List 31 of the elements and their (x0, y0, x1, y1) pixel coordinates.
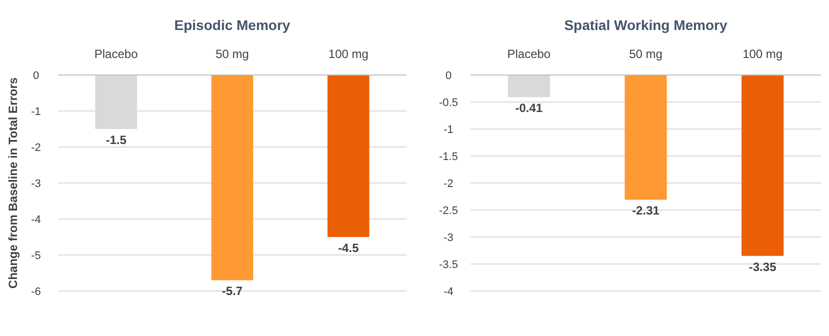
y-tick-label: -3.5 (439, 259, 458, 271)
x-tick-label: 100 mg (328, 47, 368, 61)
chart-title: Episodic Memory (174, 17, 290, 33)
x-tick-label: Placebo (507, 47, 551, 61)
x-tick-label: Placebo (94, 47, 138, 61)
y-tick-label: -4 (31, 214, 41, 226)
data-label: -5.7 (222, 284, 243, 298)
y-tick-label: -2 (444, 178, 454, 190)
x-tick-label: 50 mg (629, 47, 662, 61)
data-label: -4.5 (338, 241, 360, 255)
y-tick-label: -6 (31, 286, 41, 298)
data-label: -2.31 (632, 204, 660, 218)
y-tick-label: -1 (444, 124, 454, 136)
y-tick-label: -4 (444, 286, 454, 298)
y-tick-label: -2.5 (439, 205, 458, 217)
data-label: -1.5 (106, 133, 127, 147)
y-tick-label: -1 (31, 106, 41, 118)
y-tick-label: 0 (32, 70, 40, 82)
x-tick-label: 50 mg (216, 47, 249, 61)
y-tick-label: 0 (445, 70, 452, 82)
y-tick-label: -0.5 (439, 97, 458, 109)
data-label: -0.41 (515, 101, 543, 116)
data-label: -3.35 (748, 260, 777, 274)
y-tick-label: -3 (444, 232, 454, 244)
y-tick-label: -2 (31, 142, 41, 154)
chart-title: Spatial Working Memory (564, 17, 728, 33)
y-tick-label: -3 (31, 178, 41, 190)
y-axis-title: Change from Baseline in Total Errors (6, 77, 20, 289)
y-tick-label: -5 (31, 250, 41, 262)
x-tick-label: 100 mg (742, 47, 783, 61)
y-tick-label: -1.5 (439, 151, 458, 163)
